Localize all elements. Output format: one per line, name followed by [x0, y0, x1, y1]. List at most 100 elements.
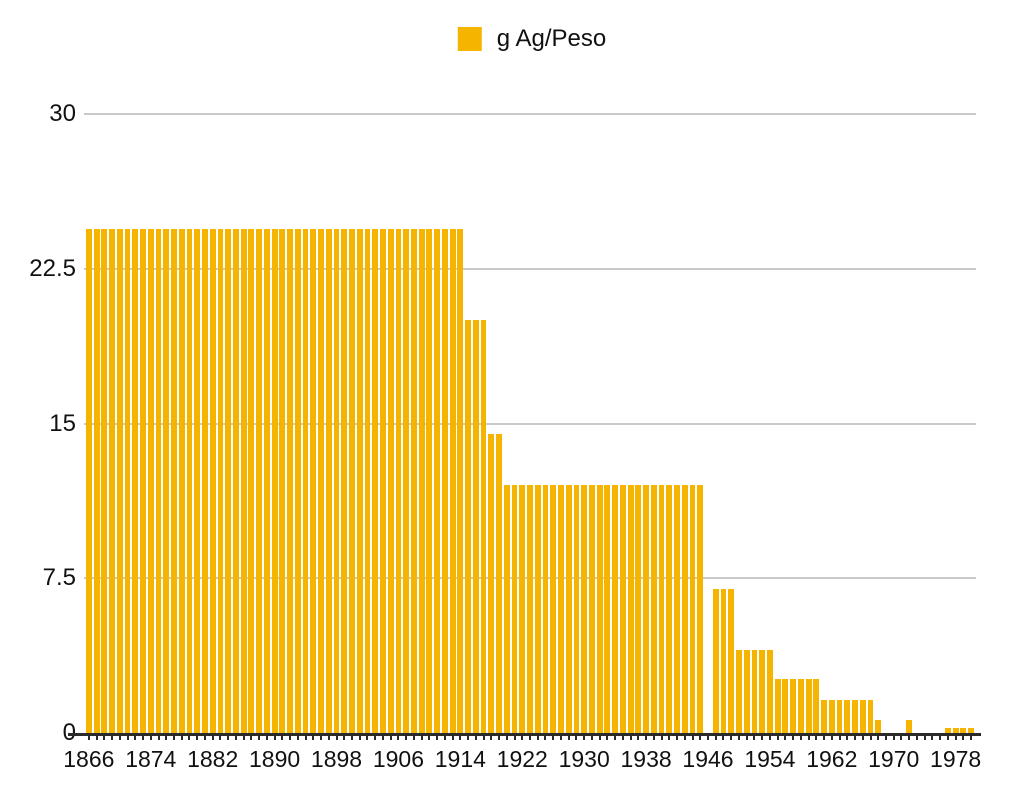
bar-1875 [155, 228, 162, 733]
bar-1881 [202, 228, 208, 733]
x-tick-1955 [776, 736, 779, 740]
x-tick-1902 [366, 736, 369, 740]
x-axis-label-1970: 1970 [868, 746, 920, 772]
x-axis-label-1890: 1890 [249, 746, 301, 772]
x-tick-1899 [343, 736, 346, 740]
bar-1972 [906, 719, 913, 733]
bar-1878 [178, 228, 185, 733]
x-tick-1881 [203, 736, 206, 740]
x-tick-1882 [211, 736, 214, 740]
x-axis-label-1978: 1978 [930, 746, 982, 772]
x-tick-1886 [242, 736, 245, 740]
x-tick-1870 [118, 736, 121, 740]
bar-1914 [457, 228, 464, 733]
bar-1866 [85, 228, 92, 733]
x-tick-1873 [142, 736, 145, 740]
bar-1879 [186, 228, 193, 733]
x-tick-1872 [134, 736, 137, 740]
bar-1916 [472, 320, 479, 733]
bar-1954 [767, 650, 773, 733]
x-tick-1897 [327, 736, 330, 740]
y-axis-label-0: 0 [6, 721, 76, 745]
bar-1960 [813, 679, 820, 733]
x-tick-1937 [637, 736, 640, 740]
bar-1910 [426, 228, 433, 733]
bar-1921 [511, 485, 518, 733]
x-tick-1871 [126, 736, 129, 740]
bar-1887 [248, 228, 255, 733]
y-axis-label-7.5: 7.5 [42, 564, 76, 592]
bar-1902 [364, 228, 371, 733]
bar-1877 [171, 228, 177, 733]
bar-1964 [844, 699, 851, 733]
x-tick-1913 [451, 736, 454, 740]
x-tick-1980 [970, 736, 973, 740]
bar-1867 [93, 228, 100, 733]
bar-1922 [519, 485, 526, 733]
y-axis-label-22.5: 22.5 [29, 254, 76, 282]
x-tick-1948 [722, 736, 725, 740]
bar-1956 [782, 679, 789, 733]
bar-1900 [349, 228, 355, 733]
bar-1925 [542, 485, 549, 733]
x-tick-1975 [931, 736, 934, 740]
x-tick-1869 [111, 736, 114, 740]
x-tick-1887 [250, 736, 253, 740]
bar-1874 [147, 228, 154, 733]
bar-1947 [712, 588, 719, 733]
bar-1967 [867, 699, 874, 733]
x-tick-1910 [428, 736, 431, 740]
bar-1911 [434, 228, 441, 733]
bar-1941 [666, 485, 673, 733]
x-tick-1966 [861, 736, 864, 740]
x-tick-1927 [559, 736, 562, 740]
bar-1901 [356, 228, 363, 733]
x-tick-1879 [188, 736, 191, 740]
gridline-y-15 [84, 422, 976, 425]
x-tick-1947 [714, 736, 717, 740]
x-tick-1890 [273, 736, 276, 740]
bar-1869 [109, 228, 115, 733]
bar-1885 [233, 228, 239, 733]
bar-1966 [859, 699, 866, 733]
bar-1896 [318, 228, 324, 733]
x-tick-1941 [668, 736, 671, 740]
x-axis-label-1914: 1914 [434, 746, 486, 772]
x-axis-label-1930: 1930 [558, 746, 610, 772]
x-tick-1969 [885, 736, 887, 740]
bar-1951 [743, 650, 750, 733]
bar-1942 [674, 485, 680, 733]
bar-1943 [681, 485, 688, 733]
legend: g Ag/Peso [457, 26, 606, 52]
bar-1927 [558, 485, 564, 733]
bar-1980 [968, 727, 975, 733]
bar-1883 [217, 228, 224, 733]
x-tick-1978 [954, 736, 957, 740]
x-tick-1904 [381, 736, 384, 740]
bar-1906 [395, 228, 402, 733]
x-tick-1909 [420, 736, 423, 740]
x-tick-1939 [652, 736, 655, 740]
x-tick-1973 [915, 736, 918, 740]
x-tick-1896 [320, 736, 323, 740]
x-tick-1908 [412, 736, 415, 740]
x-tick-1920 [505, 736, 508, 740]
x-tick-1938 [645, 736, 648, 740]
x-tick-1894 [304, 736, 307, 740]
bar-1930 [581, 485, 588, 733]
x-tick-1951 [745, 736, 748, 740]
bar-1876 [163, 228, 170, 733]
x-tick-1976 [939, 736, 942, 740]
bar-1892 [287, 228, 293, 733]
x-tick-1957 [792, 736, 795, 740]
x-tick-1943 [683, 736, 686, 740]
bar-1886 [240, 228, 247, 733]
x-tick-1900 [351, 736, 353, 740]
x-tick-1918 [490, 736, 493, 740]
bar-1873 [140, 228, 146, 733]
bar-1957 [790, 679, 797, 733]
x-tick-1959 [807, 736, 810, 740]
bar-1961 [821, 699, 827, 733]
x-tick-1974 [923, 736, 926, 740]
